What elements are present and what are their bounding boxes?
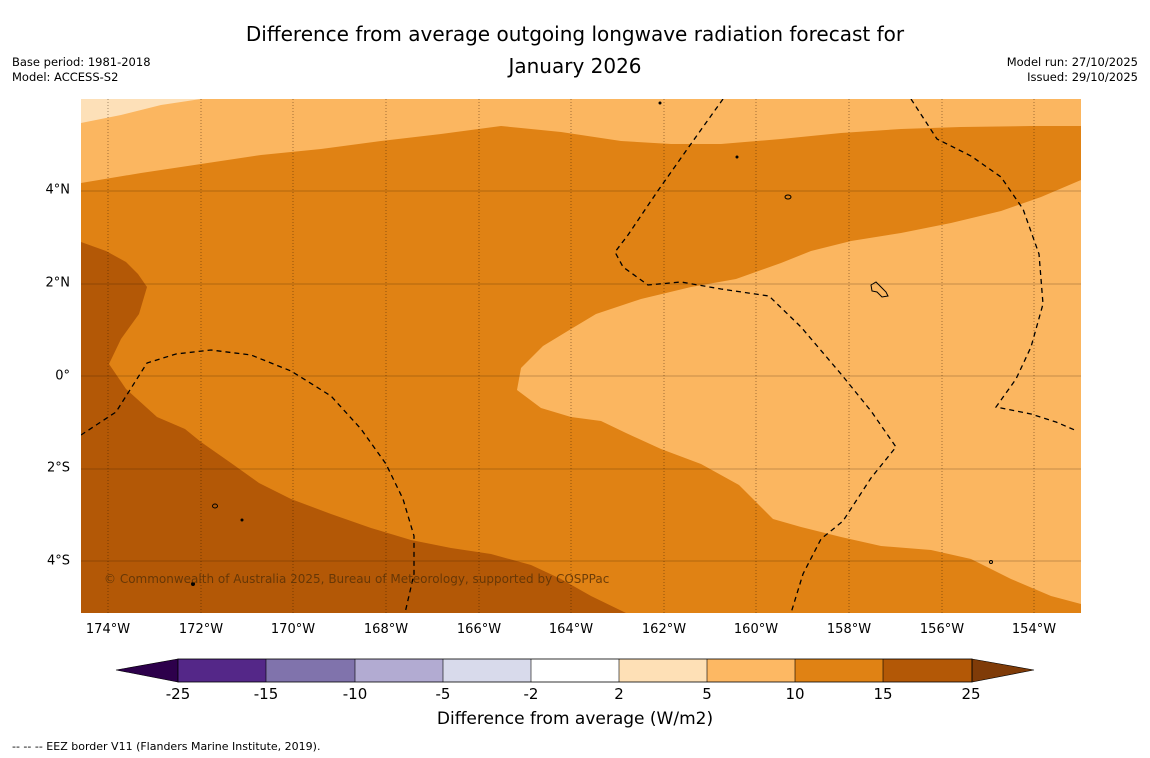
colorbar-tick: -15 [253, 685, 279, 703]
colorbar-tick: 2 [614, 685, 624, 703]
lon-label-156w: 156°W [919, 622, 965, 637]
copyright-notice: © Commonwealth of Australia 2025, Bureau… [104, 572, 610, 586]
colorbar-tick: -2 [523, 685, 539, 703]
colorbar-seg-8 [795, 659, 883, 682]
island-north-2 [735, 155, 739, 159]
lon-label-160w: 160°W [733, 622, 779, 637]
chart-title: Difference from average outgoing longwav… [0, 18, 1150, 82]
zone-5-10-east [517, 180, 1081, 604]
colorbar-seg-7 [707, 659, 795, 682]
zone-2-5 [81, 99, 201, 123]
colorbar-seg-1 [178, 659, 266, 682]
colorbar-label: Difference from average (W/m2) [436, 709, 714, 729]
lon-label-158w: 158°W [826, 622, 872, 637]
island-jarvis [784, 194, 792, 200]
lat-label-2n: 2°N [45, 275, 71, 291]
graticule [81, 99, 1081, 613]
title-line-2: January 2026 [508, 54, 642, 78]
meta-left: Base period: 1981-2018 Model: ACCESS-S2 [12, 55, 151, 85]
colorbar-tick: 15 [873, 685, 893, 703]
meta-right: Model run: 27/10/2025 Issued: 29/10/2025 [1007, 55, 1138, 85]
colorbar-tick: 5 [702, 685, 712, 703]
base-period: Base period: 1981-2018 [12, 55, 151, 69]
lat-label-0: 0° [55, 368, 70, 384]
lon-label-168w: 168°W [363, 622, 409, 637]
colorbar-seg-9 [883, 659, 972, 682]
island-sw-1 [212, 503, 218, 509]
issued-date: Issued: 29/10/2025 [1027, 70, 1138, 84]
lat-label-2s: 2°S [46, 460, 70, 476]
map-svg [81, 99, 1081, 613]
islands [191, 101, 993, 586]
island-north-1 [658, 101, 662, 105]
eez-border-west [81, 349, 415, 613]
colorbar-seg-2 [266, 659, 355, 682]
lat-label-4s: 4°S [46, 553, 70, 569]
colorbar-extend-low [115, 658, 179, 683]
title-line-1: Difference from average outgoing longwav… [245, 22, 905, 46]
model-name: Model: ACCESS-S2 [12, 70, 119, 84]
lon-label-162w: 162°W [641, 622, 687, 637]
island-sw-3 [240, 518, 244, 522]
model-run: Model run: 27/10/2025 [1006, 55, 1138, 69]
colorbar-tick: -5 [435, 685, 451, 703]
colorbar [115, 658, 1035, 683]
lon-label-172w: 172°W [178, 622, 224, 637]
eez-border-central [614, 99, 897, 613]
colorbar-seg-4 [443, 659, 531, 682]
lat-label-4n: 4°N [45, 182, 71, 198]
lon-label-154w: 154°W [1011, 622, 1057, 637]
map-area[interactable] [81, 99, 1081, 613]
colorbar-extend-high [971, 658, 1035, 683]
colorbar-tick: 10 [785, 685, 805, 703]
colorbar-tick: 25 [961, 685, 981, 703]
eez-footnote: -- -- -- EEZ border V11 (Flanders Marine… [12, 740, 321, 753]
colorbar-seg-6 [619, 659, 707, 682]
eez-border-east [910, 99, 1078, 432]
lon-label-170w: 170°W [270, 622, 316, 637]
island-sw-2 [191, 582, 195, 586]
eez-borders [81, 99, 1078, 613]
island-kiritimati [870, 281, 889, 298]
island-east-1 [989, 560, 993, 564]
lon-label-174w: 174°W [85, 622, 131, 637]
colorbar-seg-3 [355, 659, 443, 682]
lon-label-166w: 166°W [456, 622, 502, 637]
colorbar-tick: -25 [165, 685, 191, 703]
zone-15-25 [81, 242, 626, 613]
zone-5-10-north [81, 99, 1081, 183]
colorbar-seg-5 [531, 659, 619, 682]
colorbar-tick: -10 [342, 685, 368, 703]
lon-label-164w: 164°W [548, 622, 594, 637]
